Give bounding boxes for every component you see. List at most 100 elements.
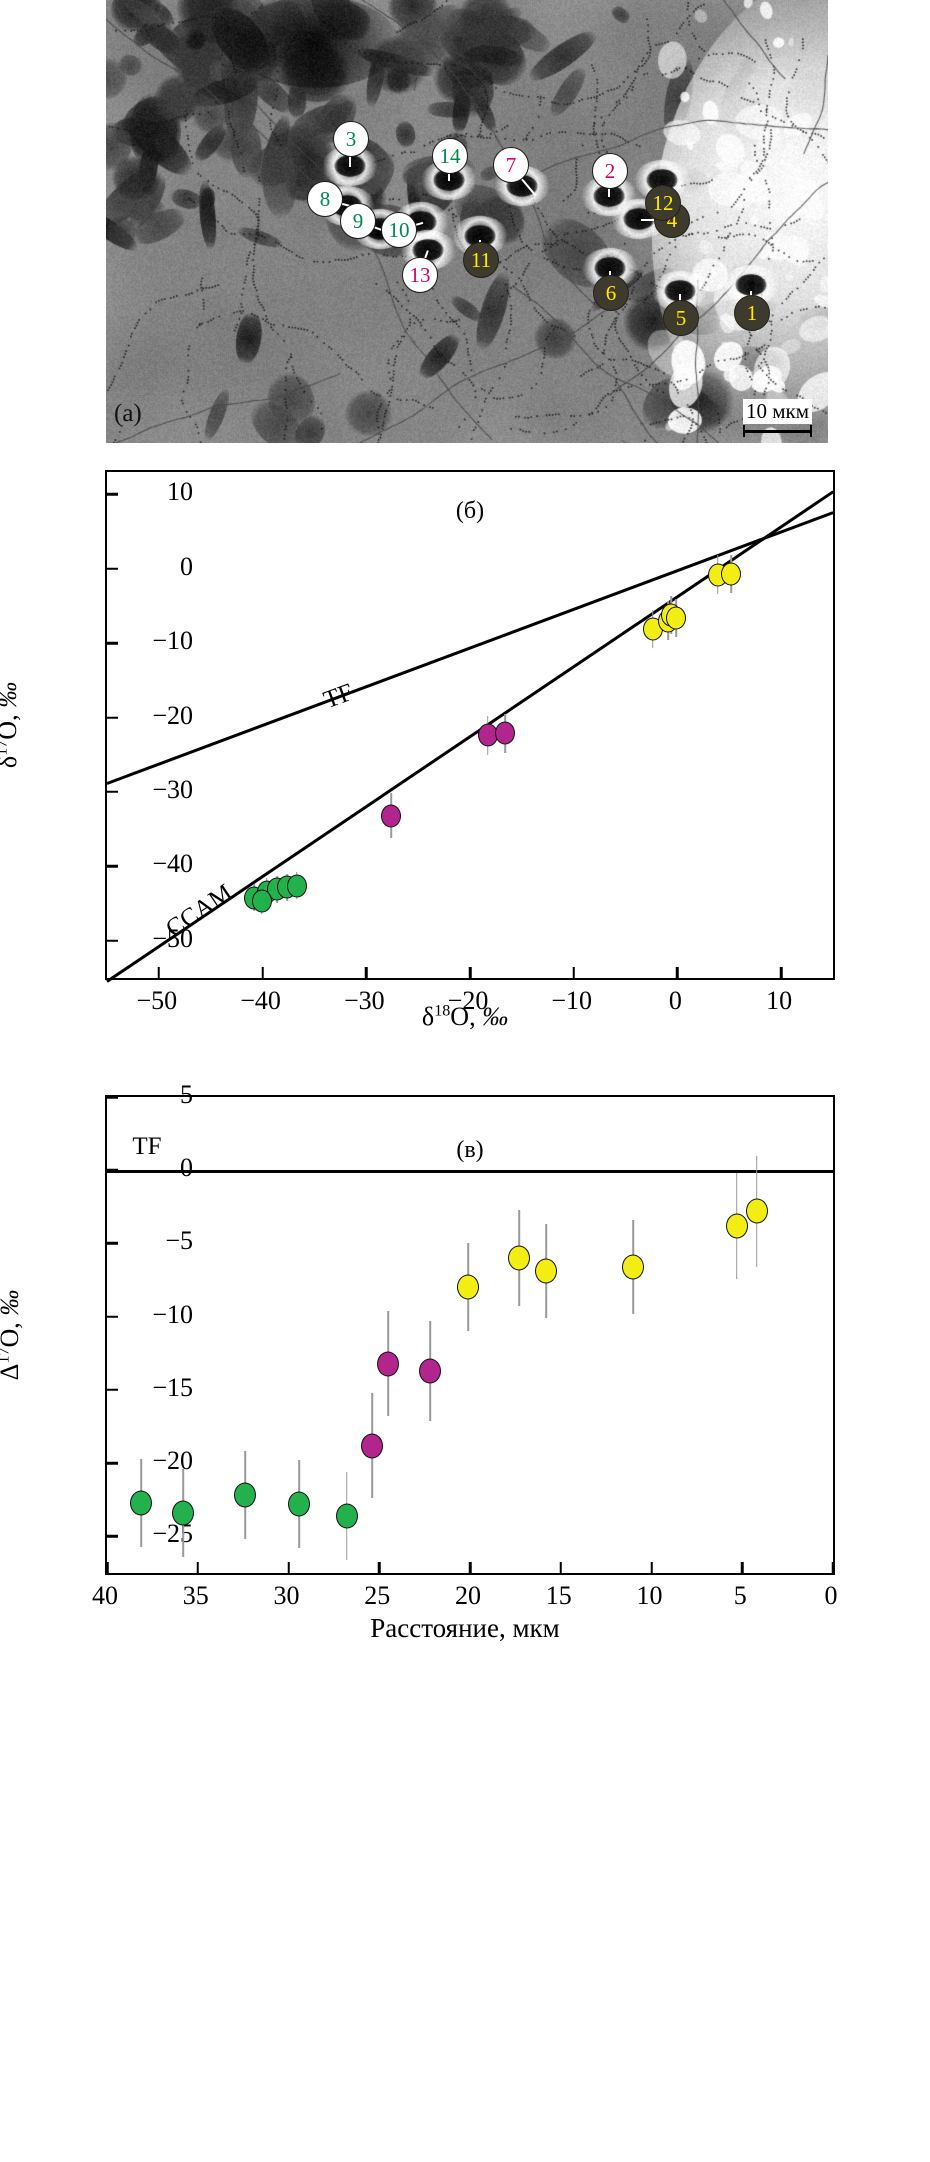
x-tick-label: 15 (545, 1581, 572, 1610)
analysis-spot-1[interactable]: 1 (734, 295, 770, 331)
analysis-spot-label: 2 (604, 158, 616, 183)
panel-b-three-isotope-plot: (б) TF CCAM 10 0 −10 −20 −30 −40 −50 −50 −40 −30 −… (0, 450, 930, 1060)
reference-line-TF (106, 510, 834, 785)
x-tick-label: 5 (733, 1581, 747, 1610)
y-tick-label: −50 (152, 923, 193, 953)
analysis-spot-label: 8 (319, 186, 331, 211)
y-tick-label: −30 (152, 774, 193, 804)
analysis-spot-10[interactable]: 10 (381, 212, 417, 248)
x-tick-label: −50 (136, 986, 178, 1015)
analysis-spot-7[interactable]: 7 (493, 147, 529, 183)
data-point-green-group (130, 1490, 153, 1516)
analysis-spot-14[interactable]: 14 (432, 138, 468, 174)
data-point-green-group (172, 1500, 195, 1526)
x-tick-mark (650, 1562, 653, 1573)
y-tick-label: 5 (180, 1080, 193, 1109)
x-tick-label: −10 (551, 986, 593, 1015)
y-tick-label: −40 (152, 849, 193, 879)
data-point-yellow-group (721, 562, 742, 586)
y-tick-mark (107, 641, 118, 645)
data-point-magenta-group (419, 1358, 442, 1384)
data-point-yellow-group (666, 606, 687, 630)
analysis-spot-label: 3 (345, 126, 357, 151)
y-tick-label: −20 (152, 1446, 193, 1476)
y-tick-label: −20 (152, 700, 193, 730)
y-tick-mark (107, 790, 118, 794)
data-point-green-group (288, 1491, 311, 1517)
panel-a-sem-image: 1 2 3 4 5 6 7 8 9 10 11 12 13 14 10 мкм (106, 0, 828, 443)
y-tick-mark (107, 1095, 118, 1099)
x-tick-mark (261, 967, 264, 978)
reference-line-label-TF: TF (319, 678, 357, 714)
x-tick-mark (572, 967, 575, 978)
x-tick-label: 25 (364, 1581, 391, 1610)
x-tick-mark (741, 1562, 744, 1573)
y-tick-label: −10 (152, 626, 193, 656)
analysis-spot-label: 10 (388, 217, 410, 242)
data-point-yellow-group (725, 1213, 748, 1239)
data-point-magenta-group (360, 1433, 383, 1459)
data-point-magenta-group (381, 804, 402, 828)
x-axis-label: Расстояние, мкм (370, 1613, 560, 1643)
data-point-yellow-group (622, 1254, 645, 1280)
y-tick-mark (107, 567, 118, 570)
data-point-green-group (233, 1482, 256, 1508)
y-axis-label: Δ17O, ‰ (0, 1290, 24, 1381)
analysis-spot-3[interactable]: 3 (333, 121, 369, 157)
y-tick-mark (107, 865, 118, 868)
data-point-green-group (286, 874, 307, 898)
y-tick-label: −10 (152, 1299, 193, 1329)
data-point-yellow-group (457, 1274, 480, 1300)
y-tick-mark (107, 1388, 118, 1392)
x-tick-mark (105, 1562, 109, 1573)
scale-bar: 10 мкм (742, 399, 813, 437)
x-tick-mark (779, 967, 783, 978)
x-tick-label: 10 (766, 986, 793, 1015)
x-tick-mark (559, 1562, 562, 1573)
tf-reference-label: TF (132, 1132, 162, 1160)
x-tick-label: 0 (668, 986, 682, 1015)
analysis-spot-8[interactable]: 8 (307, 181, 343, 217)
y-tick-mark (107, 1168, 118, 1172)
y-tick-label: −5 (165, 1226, 193, 1256)
data-point-green-group (335, 1503, 358, 1529)
y-tick-mark (107, 1461, 118, 1465)
y-tick-label: −25 (152, 1519, 193, 1549)
x-tick-mark (196, 1562, 199, 1573)
y-tick-mark (107, 1535, 118, 1538)
y-tick-label: 10 (167, 477, 193, 507)
data-point-magenta-group (377, 1351, 400, 1377)
analysis-spot-label: 5 (675, 305, 687, 330)
tf-reference-line (107, 1170, 833, 1174)
x-tick-mark (468, 1562, 472, 1573)
analysis-spot-11[interactable]: 11 (463, 242, 499, 278)
panel-a-label: (а) (114, 400, 142, 427)
analysis-spot-9[interactable]: 9 (340, 203, 376, 239)
panel-c-title: (в) (456, 1137, 484, 1163)
x-tick-mark (157, 967, 161, 978)
data-point-yellow-group (508, 1245, 530, 1271)
x-axis-label: δ18O, ‰ (421, 1002, 509, 1031)
analysis-spot-5[interactable]: 5 (663, 300, 699, 336)
y-tick-mark (107, 1242, 118, 1245)
analysis-spot-label: 13 (409, 262, 431, 287)
x-tick-label: 35 (182, 1581, 209, 1610)
data-point-magenta-group (495, 721, 516, 745)
y-tick-mark (107, 939, 118, 943)
y-tick-mark (107, 1315, 118, 1318)
analysis-spot-label: 11 (470, 247, 492, 272)
x-tick-label: 30 (273, 1581, 300, 1610)
x-tick-mark (676, 967, 679, 978)
analysis-spot-label: 6 (605, 280, 617, 305)
analysis-spot-6[interactable]: 6 (593, 275, 629, 311)
analysis-spot-13[interactable]: 13 (402, 257, 438, 293)
analysis-spot-label: 1 (746, 300, 758, 325)
x-tick-label: −30 (343, 986, 385, 1015)
analysis-spot-2[interactable]: 2 (592, 153, 628, 189)
y-tick-mark (107, 493, 118, 496)
x-tick-label: 0 (824, 1581, 838, 1610)
analysis-spot-12[interactable]: 12 (645, 185, 681, 221)
scale-bar-rule (742, 425, 813, 437)
analysis-spot-label: 7 (505, 152, 517, 177)
x-tick-label: 20 (455, 1581, 481, 1610)
